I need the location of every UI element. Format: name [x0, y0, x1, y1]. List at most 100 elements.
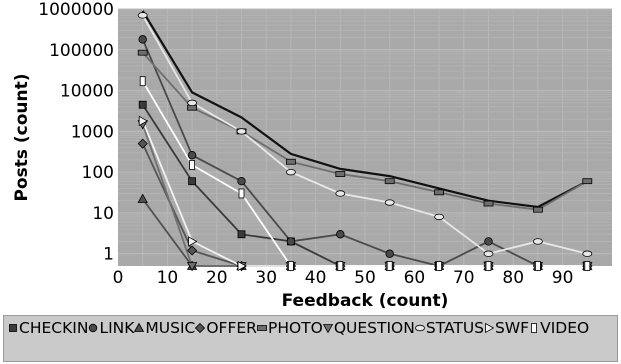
- data-point-offer: [187, 245, 198, 256]
- x-tick-label: 0: [113, 268, 124, 288]
- legend-marker-shape: [531, 323, 538, 333]
- data-point-swf: [138, 115, 149, 127]
- data-point-status: [187, 99, 198, 107]
- legend-marker-offer-icon: [195, 322, 206, 334]
- legend-label: LINK: [99, 319, 135, 337]
- series-markers: [137, 12, 593, 272]
- data-point-photo: [137, 49, 148, 56]
- legend-item-checkin: CHECKIN: [8, 318, 88, 339]
- data-point-link: [187, 151, 197, 160]
- series-line-total: [141, 10, 588, 209]
- data-point-status: [483, 250, 494, 257]
- x-tick-label: 10: [157, 268, 179, 288]
- data-point-video: [287, 261, 294, 271]
- legend-marker-shape: [257, 325, 267, 331]
- data-point-photo: [335, 171, 346, 177]
- legend-item-music: MUSIC: [134, 318, 195, 339]
- data-point-offer: [137, 138, 148, 149]
- legend-label: CHECKIN: [19, 319, 89, 337]
- x-tick-label: 90: [552, 268, 574, 288]
- data-point-photo: [483, 200, 494, 207]
- legend-label: OFFER: [206, 319, 257, 337]
- data-point-status: [236, 128, 247, 135]
- legend-label: SWF: [495, 319, 530, 337]
- legend-label: PHOTO: [267, 319, 323, 337]
- data-point-status: [533, 238, 543, 245]
- x-axis-title: Feedback (count): [282, 291, 449, 311]
- x-tick-label: 80: [502, 268, 524, 288]
- series-line-status: [141, 14, 588, 255]
- legend-marker-shape: [195, 322, 206, 334]
- legend-marker-shape: [9, 324, 17, 332]
- data-point-link: [138, 35, 147, 44]
- legend-item-swf: SWF: [484, 318, 529, 339]
- legend-marker-checkin-icon: [9, 324, 17, 332]
- legend-marker-video-icon: [531, 323, 538, 333]
- legend-item-status: STATUS: [414, 318, 485, 339]
- data-point-photo: [434, 189, 445, 196]
- y-tick-label: 1: [103, 245, 114, 265]
- legend-item-question: QUESTION: [322, 318, 415, 339]
- data-point-video: [485, 261, 492, 271]
- legend-item-photo: PHOTO: [257, 318, 323, 339]
- x-tick-label: 40: [305, 268, 327, 288]
- data-point-checkin: [138, 100, 147, 109]
- data-point-status: [384, 199, 395, 206]
- data-point-link: [237, 176, 246, 186]
- data-point-link: [336, 230, 345, 239]
- series-line-video: [141, 80, 588, 267]
- x-tick-label: 70: [453, 268, 475, 288]
- legend-marker-music-icon: [134, 322, 145, 332]
- legend: CHECKIN LINK MUSIC OFFER PHOTO QUESTION STATUS…: [3, 315, 618, 362]
- legend-label: STATUS: [425, 319, 485, 337]
- data-point-checkin: [188, 177, 197, 186]
- data-point-video: [189, 160, 196, 170]
- x-tick-label: 60: [404, 268, 426, 288]
- data-point-swf: [237, 260, 247, 272]
- data-point-photo: [285, 158, 296, 165]
- data-point-video: [139, 76, 146, 87]
- legend-item-offer: OFFER: [195, 318, 257, 339]
- y-tick-label: 1000: [71, 122, 114, 142]
- data-point-status: [335, 190, 346, 197]
- x-tick-label: 20: [206, 268, 228, 288]
- data-point-video: [535, 261, 541, 271]
- y-tick-label: 10000: [60, 82, 114, 102]
- legend-marker-link-icon: [89, 323, 98, 333]
- legend-label: MUSIC: [145, 319, 196, 337]
- legend-marker-status-icon: [414, 324, 425, 332]
- data-point-photo: [384, 178, 395, 185]
- x-axis-ticks: 0 10 20 30 40 50 60 70 80 90: [113, 268, 574, 288]
- series-line-link: [141, 39, 588, 267]
- line-chart: 1000000 100000 10000 1000 100 10 1 0 10 20 30 40 50…: [12, 0, 612, 311]
- legend-marker-shape: [485, 322, 495, 334]
- data-point-video: [386, 261, 393, 271]
- y-tick-label: 10: [92, 204, 114, 224]
- y-tick-label: 100000: [49, 41, 114, 61]
- legend-marker-photo-icon: [257, 325, 267, 331]
- data-point-question: [186, 262, 198, 272]
- data-point-music: [137, 193, 148, 203]
- data-point-status: [285, 168, 296, 176]
- data-point-status: [137, 12, 148, 19]
- data-point-video: [337, 261, 344, 271]
- data-point-status: [434, 213, 445, 221]
- data-point-video: [584, 261, 591, 271]
- series-line-photo: [142, 52, 588, 211]
- y-axis-title: Posts (count): [12, 73, 32, 201]
- data-point-video: [238, 188, 245, 199]
- data-point-link: [286, 237, 296, 246]
- data-point-link: [385, 249, 394, 258]
- legend-marker-question-icon: [322, 324, 334, 334]
- data-point-swf: [188, 236, 198, 247]
- data-point-checkin: [237, 230, 246, 239]
- grid-lines: [118, 8, 612, 266]
- data-point-status: [582, 250, 593, 257]
- legend-marker-swf-icon: [485, 322, 495, 334]
- legend-marker-shape: [89, 323, 98, 333]
- legend-marker-shape: [414, 324, 425, 332]
- legend-marker-shape: [134, 322, 145, 332]
- legend-marker-shape: [322, 324, 334, 334]
- legend-label: VIDEO: [540, 319, 590, 337]
- x-tick-label: 50: [354, 268, 376, 288]
